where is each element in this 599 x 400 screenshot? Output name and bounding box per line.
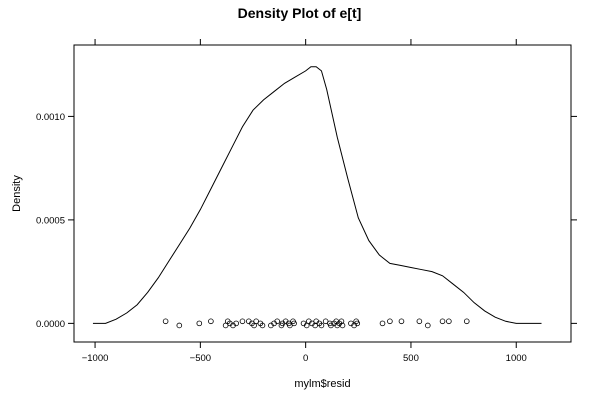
x-tick-label: −500 xyxy=(190,353,211,364)
rug-point xyxy=(463,318,470,325)
rug-point xyxy=(387,318,393,325)
y-axis-label: Density xyxy=(11,175,23,212)
x-tick-label: 1000 xyxy=(506,353,527,364)
y-tick-label: 0.0005 xyxy=(36,215,65,226)
rug-point xyxy=(318,322,325,329)
rug-point xyxy=(416,318,423,325)
rug-point xyxy=(239,318,246,325)
x-tick-label: 0 xyxy=(303,353,308,364)
rug-point xyxy=(259,322,266,329)
rug-point xyxy=(339,322,346,329)
rug-point xyxy=(291,320,297,327)
rug-point xyxy=(446,318,452,325)
x-tick-label: −1000 xyxy=(82,353,109,364)
plot-frame xyxy=(73,44,572,343)
rug-point xyxy=(176,322,183,329)
rug-point xyxy=(233,320,239,327)
rug-point xyxy=(439,318,446,325)
y-tick-label: 0.0010 xyxy=(36,112,65,123)
rug-point xyxy=(354,320,361,327)
rug-point xyxy=(398,318,405,325)
chart-title: Density Plot of e[t] xyxy=(238,5,362,21)
rug-point xyxy=(424,322,431,329)
rug-points-layer xyxy=(162,318,470,329)
rug-point xyxy=(196,320,203,327)
rug-point xyxy=(338,318,345,325)
y-tick-label: 0.0000 xyxy=(36,319,65,330)
density-curve xyxy=(92,66,542,324)
x-axis-label: mylm$resid xyxy=(294,378,350,390)
rug-point xyxy=(208,318,214,325)
axes: −1000 −500 0 500 1000 0.0000 0.0005 0.0010 xyxy=(36,39,577,364)
rug-point xyxy=(274,318,281,325)
rug-point xyxy=(162,318,169,325)
density-curve-layer xyxy=(92,66,542,324)
x-tick-label: 500 xyxy=(403,353,419,364)
rug-point xyxy=(379,320,386,327)
